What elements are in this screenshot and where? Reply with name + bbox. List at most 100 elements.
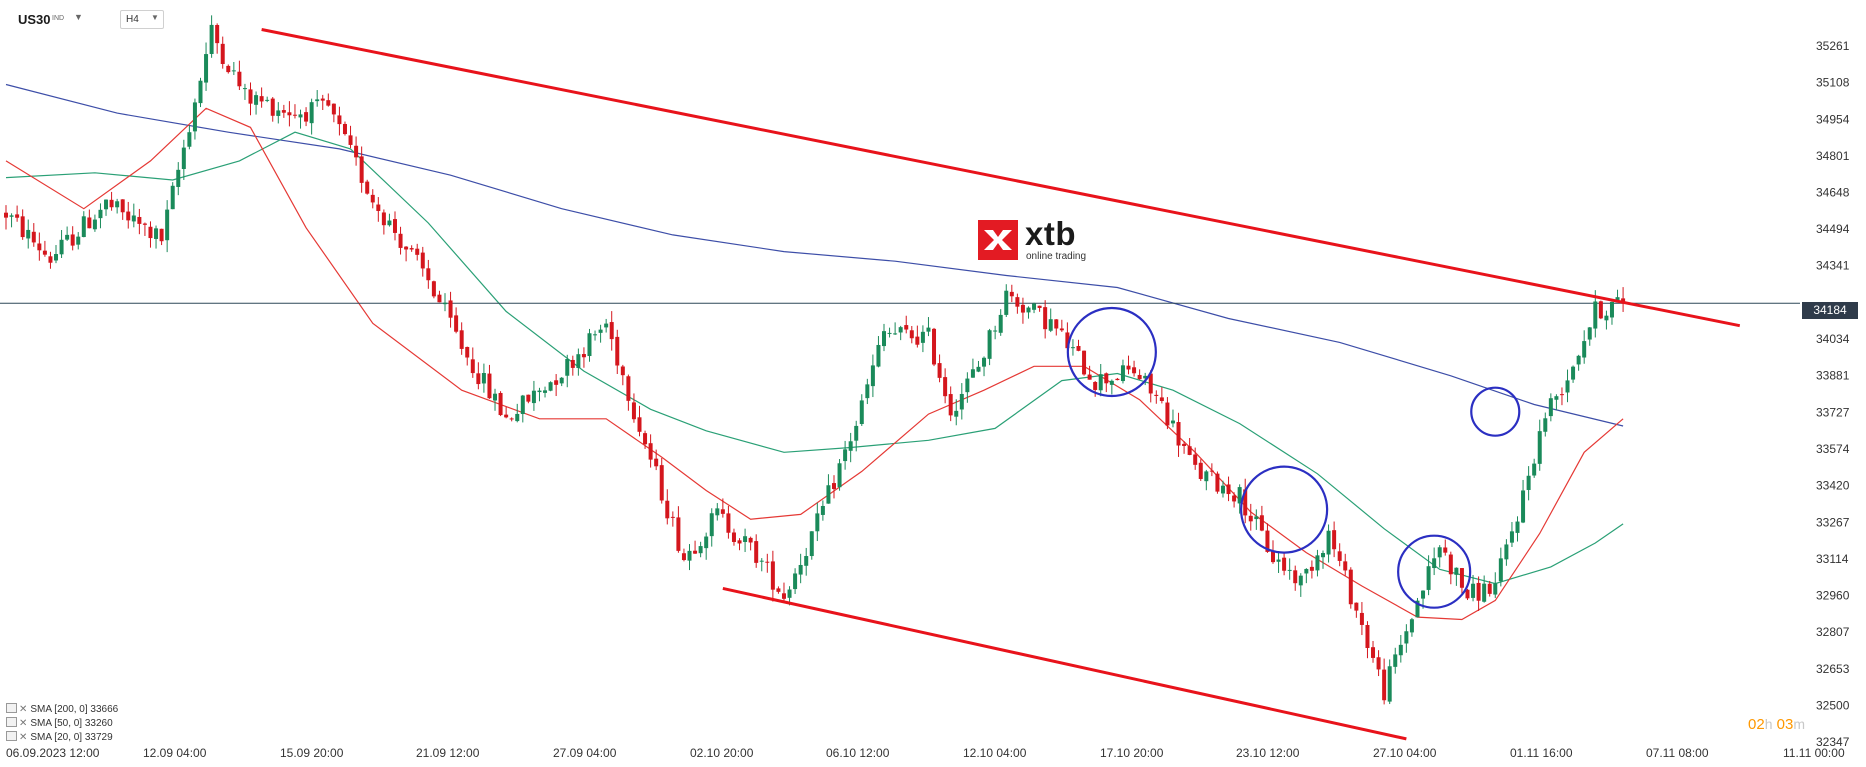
- candle: [604, 318, 609, 333]
- candle: [320, 94, 325, 110]
- candle: [831, 475, 836, 499]
- indicator-legend: ✕ SMA [200, 0] 33666 ✕ SMA [50, 0] 33260 ✕…: [6, 703, 118, 745]
- candle-body: [87, 217, 92, 229]
- remove-indicator-icon[interactable]: ✕: [19, 704, 28, 715]
- symbol-label[interactable]: US30: [18, 12, 51, 27]
- candle: [726, 505, 731, 539]
- candle: [804, 547, 809, 576]
- time-tick-label: 06.10 12:00: [826, 746, 890, 760]
- xtb-logo-icon: [978, 220, 1018, 260]
- candle: [48, 251, 53, 269]
- candle: [1393, 647, 1398, 674]
- candle-body: [704, 536, 709, 549]
- candle: [1426, 555, 1431, 596]
- remove-indicator-icon[interactable]: ✕: [19, 732, 28, 743]
- candle-body: [882, 331, 887, 347]
- candle-body: [37, 243, 42, 251]
- candle: [1254, 509, 1259, 530]
- candle-body: [187, 132, 192, 147]
- candle: [426, 259, 431, 289]
- candle: [120, 199, 125, 220]
- candle-body: [737, 540, 742, 544]
- candle-body: [348, 135, 353, 145]
- price-tick-label: 33574: [1816, 442, 1850, 456]
- candle: [970, 358, 975, 378]
- candle-body: [287, 112, 292, 116]
- candle-body: [1321, 553, 1326, 558]
- candle: [609, 311, 614, 351]
- candle: [626, 374, 631, 411]
- candle-body: [998, 314, 1003, 333]
- indicator-settings-icon[interactable]: [6, 731, 17, 741]
- candle: [465, 346, 470, 366]
- candle: [1143, 372, 1148, 386]
- candle-body: [932, 328, 937, 365]
- candle: [165, 200, 170, 253]
- remove-indicator-icon[interactable]: ✕: [19, 718, 28, 729]
- candle: [1165, 397, 1170, 430]
- trendlines: [261, 28, 1741, 741]
- legend-sma200: ✕ SMA [200, 0] 33666: [6, 703, 118, 717]
- candle-body: [1348, 569, 1353, 605]
- price-tick-label: 33114: [1816, 552, 1849, 566]
- highlight-circle: [1397, 534, 1472, 609]
- candle: [1009, 284, 1014, 303]
- candle: [104, 199, 109, 216]
- candle: [415, 243, 420, 261]
- candle-body: [365, 181, 370, 194]
- candle-body: [1015, 297, 1020, 307]
- candle: [109, 191, 114, 211]
- candle-body: [26, 229, 31, 239]
- candle: [1509, 522, 1514, 548]
- candle-body: [381, 212, 386, 226]
- candle-body: [192, 102, 197, 132]
- timeframe-select[interactable]: H4 ▼: [120, 10, 164, 29]
- candle-body: [1526, 475, 1531, 490]
- candle: [81, 211, 86, 238]
- candle: [598, 324, 603, 343]
- candle: [398, 226, 403, 255]
- indicator-settings-icon[interactable]: [6, 703, 17, 713]
- candle-body: [765, 561, 770, 563]
- candle: [170, 182, 175, 210]
- candle: [1493, 572, 1498, 598]
- candle: [1226, 476, 1231, 502]
- legend-sma20: ✕ SMA [20, 0] 33729: [6, 731, 118, 745]
- symbol-dropdown-icon[interactable]: ▼: [74, 12, 83, 22]
- candle: [1543, 412, 1548, 437]
- candle-body: [70, 234, 75, 246]
- candle-body: [1582, 341, 1587, 358]
- candle: [937, 354, 942, 383]
- candle: [1409, 617, 1414, 637]
- chart-toolbar: US30 IND ▼ H4 ▼: [0, 0, 1866, 34]
- candle-body: [593, 334, 598, 336]
- candle-body: [420, 252, 425, 269]
- indicator-settings-icon[interactable]: [6, 717, 17, 727]
- candle-body: [804, 556, 809, 566]
- candle-body: [1137, 374, 1142, 380]
- sma200-line: [5, 83, 1624, 427]
- candle: [909, 326, 914, 344]
- time-tick-label: 23.10 12:00: [1236, 746, 1300, 760]
- candle: [643, 430, 648, 449]
- candle-body: [98, 209, 103, 219]
- candle: [754, 534, 759, 568]
- candle-body: [1576, 355, 1581, 365]
- price-tick-label: 34648: [1816, 185, 1850, 199]
- candle: [1376, 650, 1381, 677]
- candle-body: [104, 199, 109, 210]
- candle-body: [1215, 473, 1220, 492]
- candle-body: [537, 390, 542, 393]
- candle-body: [1082, 350, 1087, 375]
- candle: [1321, 550, 1326, 569]
- candle: [409, 245, 414, 252]
- candle-body: [1259, 515, 1264, 531]
- candle: [1404, 624, 1409, 653]
- candle: [431, 280, 436, 299]
- candle: [9, 213, 14, 228]
- logo-subtitle: online trading: [1026, 251, 1087, 262]
- candle: [904, 315, 909, 334]
- highlight-circles: [1066, 306, 1521, 609]
- candle-body: [1098, 374, 1103, 391]
